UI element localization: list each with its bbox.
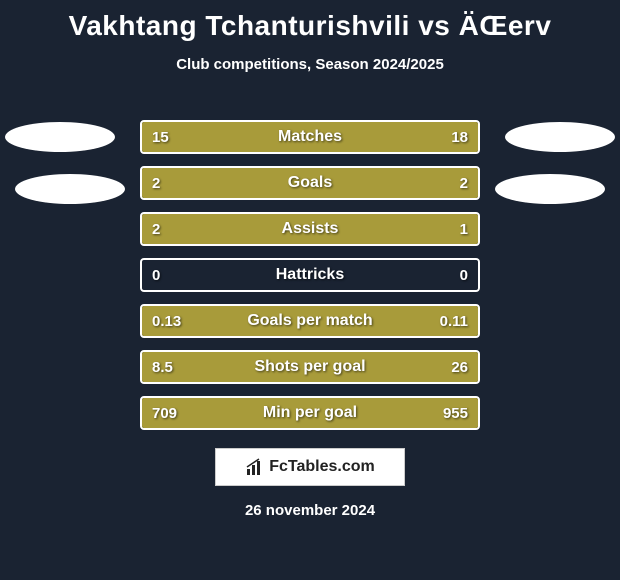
stat-bar-left-fill <box>142 122 293 152</box>
stat-row: Goals22 <box>140 166 480 200</box>
stat-bar-left-fill <box>142 168 310 198</box>
stat-bar-left-fill <box>142 306 323 336</box>
comparison-date: 26 november 2024 <box>0 502 620 519</box>
logo-text: FcTables.com <box>269 458 375 476</box>
stat-row: Shots per goal8.526 <box>140 350 480 384</box>
stat-bar-right-fill <box>367 214 478 244</box>
player-right-avatar-placeholder <box>505 122 615 152</box>
stat-bar-right-fill <box>286 398 478 428</box>
player-left-avatar-placeholder-2 <box>15 174 125 204</box>
stat-row: Hattricks0 0 <box>140 258 480 292</box>
stat-row: Assists21 <box>140 212 480 246</box>
fctables-logo[interactable]: FcTables.com <box>215 448 405 486</box>
chart-icon <box>245 457 265 477</box>
stat-bar-right-fill <box>323 306 478 336</box>
stat-bars-container: Matches1518 Goals22 Assists21 Hattricks0 0 Go… <box>140 120 480 442</box>
stat-bar-left-fill <box>142 214 367 244</box>
stat-row: Matches1518 <box>140 120 480 154</box>
player-right-avatar-placeholder-2 <box>495 174 605 204</box>
stat-bar-right-fill <box>293 122 478 152</box>
stat-row: Goals per match0.130.11 <box>140 304 480 338</box>
stat-bar-right-fill <box>226 352 478 382</box>
player-left-avatar-placeholder <box>5 122 115 152</box>
stat-row: Min per goal709955 <box>140 396 480 430</box>
stat-bar-left-fill <box>142 398 286 428</box>
stat-label: Hattricks <box>142 260 478 290</box>
stat-value-left: 0 <box>152 260 160 290</box>
stat-bar-left-fill <box>142 352 226 382</box>
comparison-title: Vakhtang Tchanturishvili vs ÄŒerv <box>0 0 620 42</box>
stat-bar-right-fill <box>310 168 478 198</box>
stat-value-right: 0 <box>460 260 468 290</box>
comparison-subtitle: Club competitions, Season 2024/2025 <box>0 56 620 73</box>
